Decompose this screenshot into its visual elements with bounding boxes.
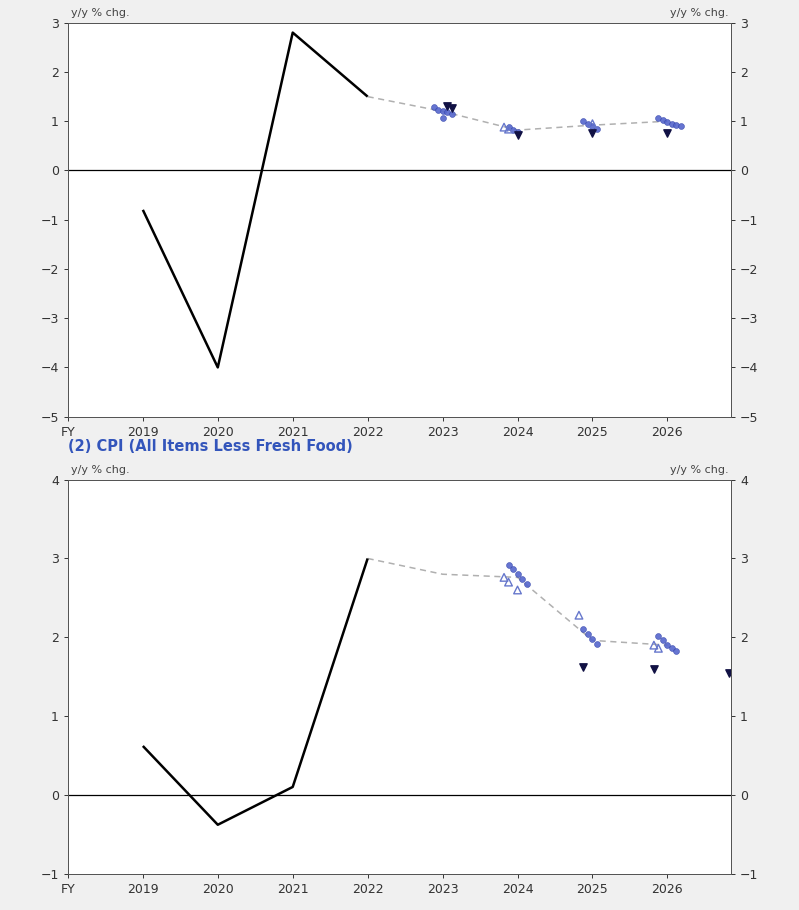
Point	[507, 123, 519, 137]
Point	[577, 622, 590, 637]
Point	[511, 567, 524, 581]
Point	[590, 636, 603, 651]
Point	[431, 103, 444, 117]
Point	[577, 660, 590, 674]
Point	[652, 641, 665, 655]
Point	[582, 627, 594, 642]
Point	[661, 126, 674, 140]
Point	[445, 101, 458, 116]
Text: y/y % chg.: y/y % chg.	[70, 8, 129, 18]
Point	[674, 119, 687, 134]
Point	[436, 111, 449, 126]
Point	[511, 582, 524, 597]
Point	[502, 575, 515, 590]
Point	[657, 113, 670, 127]
Point	[498, 120, 511, 135]
Point	[502, 558, 515, 572]
Point	[652, 629, 665, 643]
Point	[502, 122, 515, 136]
Point	[520, 576, 533, 591]
Point	[445, 107, 458, 122]
Point	[441, 99, 454, 114]
Point	[586, 126, 598, 140]
Point	[586, 632, 598, 646]
Point	[661, 638, 674, 652]
Point	[657, 633, 670, 648]
Text: y/y % chg.: y/y % chg.	[70, 465, 129, 475]
Text: y/y % chg.: y/y % chg.	[670, 8, 729, 18]
Point	[652, 111, 665, 126]
Point	[436, 104, 449, 118]
Point	[666, 116, 678, 131]
Point	[590, 121, 603, 136]
Point	[670, 117, 683, 132]
Point	[441, 105, 454, 119]
Point	[573, 608, 586, 622]
Point	[647, 638, 660, 652]
Point	[666, 641, 678, 655]
Point	[582, 116, 594, 131]
Point	[577, 114, 590, 128]
Point	[586, 119, 598, 134]
Text: (2) CPI (All Items Less Fresh Food): (2) CPI (All Items Less Fresh Food)	[68, 439, 352, 453]
Point	[647, 662, 660, 676]
Point	[722, 665, 735, 680]
Text: y/y % chg.: y/y % chg.	[670, 465, 729, 475]
Point	[511, 127, 524, 142]
Point	[498, 570, 511, 584]
Point	[515, 571, 528, 586]
Point	[586, 116, 598, 131]
Point	[670, 644, 683, 659]
Point	[511, 125, 524, 139]
Point	[507, 562, 519, 577]
Point	[661, 115, 674, 129]
Point	[502, 120, 515, 135]
Point	[427, 100, 440, 115]
